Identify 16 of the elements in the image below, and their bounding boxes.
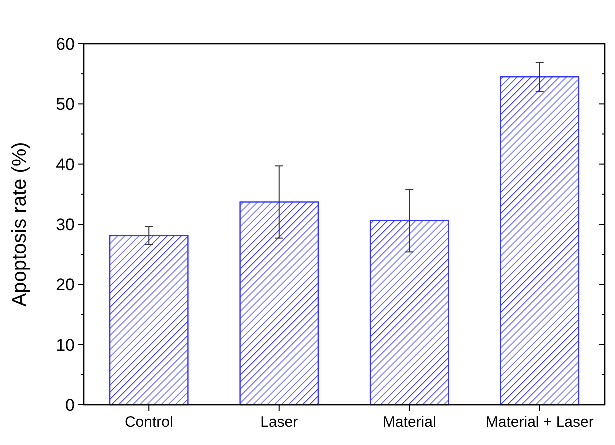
bar — [240, 202, 320, 406]
y-tick-label: 60 — [56, 34, 75, 54]
y-tick-label: 40 — [56, 155, 75, 174]
y-tick-label: 10 — [56, 336, 75, 355]
bar — [109, 235, 189, 406]
x-tick-label: Control — [124, 414, 174, 431]
x-tick-label: Material + Laser — [486, 414, 594, 431]
y-tick-label: 30 — [56, 215, 75, 234]
bar — [370, 220, 450, 406]
y-tick-label: 50 — [56, 95, 75, 114]
y-axis-title: Apoptosis rate (%) — [9, 142, 31, 307]
x-tick-label: Material — [382, 414, 436, 431]
y-tick-label: 20 — [56, 276, 75, 295]
x-tick-label: Laser — [260, 414, 298, 431]
y-tick-label: 0 — [66, 396, 75, 415]
bar — [500, 76, 580, 406]
